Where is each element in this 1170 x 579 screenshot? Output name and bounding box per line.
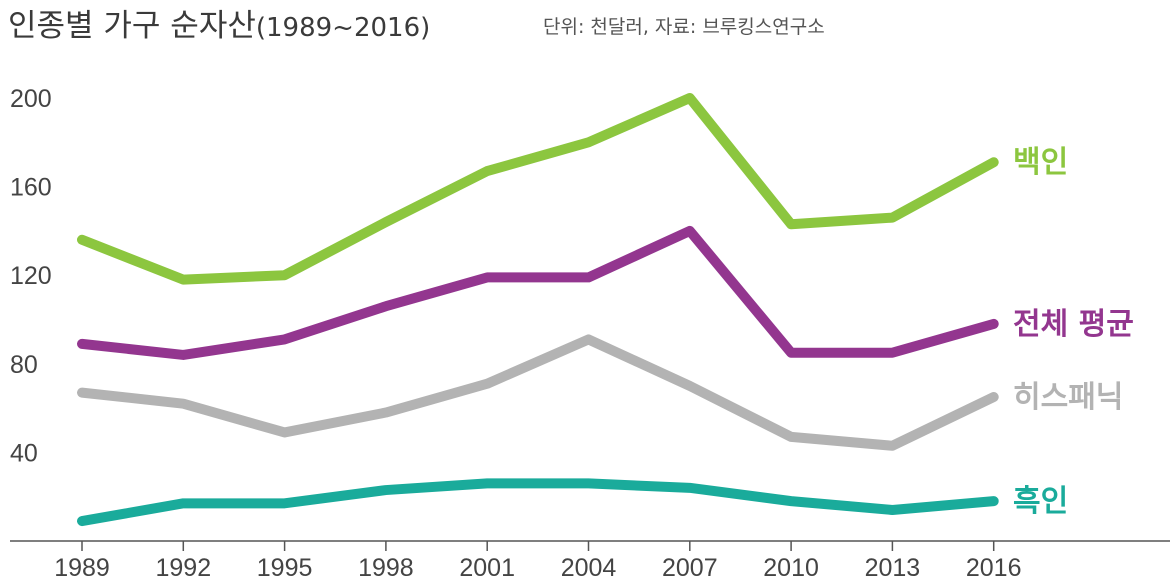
x-tick-label: 1995 (257, 554, 313, 579)
y-tick-label: 80 (10, 351, 38, 379)
series-label-2: 히스패닉 (1013, 380, 1123, 415)
x-tick-label: 2010 (763, 554, 819, 579)
x-tick-label: 1992 (155, 554, 211, 579)
x-tick-label: 2007 (662, 554, 718, 579)
unit-source-note: 단위: 천달러, 자료: 브루킹스연구소 (543, 16, 825, 38)
series-label-3: 흑인 (1013, 484, 1068, 519)
y-tick-label: 160 (10, 174, 52, 202)
chart-title: 인종별 가구 순자산(1989~2016) (8, 8, 430, 44)
y-tick-label: 120 (10, 262, 52, 290)
series-lines (77, 93, 999, 527)
x-tick-label: 2013 (865, 554, 921, 579)
x-tick-label: 2004 (561, 554, 617, 579)
x-tick-label: 2001 (459, 554, 515, 579)
series-line-1 (77, 225, 999, 360)
x-tick-label: 1998 (358, 554, 414, 579)
y-tick-label: 200 (10, 85, 52, 113)
series-line-3 (77, 478, 999, 527)
x-tick-label: 1989 (54, 554, 110, 579)
y-tick-label: 40 (10, 439, 38, 467)
x-tick-label: 2016 (966, 554, 1022, 579)
series-label-1: 전체 평균 (1013, 307, 1134, 342)
series-line-0 (77, 93, 999, 285)
x-axis-ticks: 1989 1992 1995 1998 2001 2004 2007 2010 2013 2016 (54, 541, 1022, 579)
series-label-0: 백인 (1013, 145, 1068, 180)
y-axis-ticks: 40 80 120 160 200 (10, 85, 52, 467)
series-line-2 (77, 334, 999, 451)
